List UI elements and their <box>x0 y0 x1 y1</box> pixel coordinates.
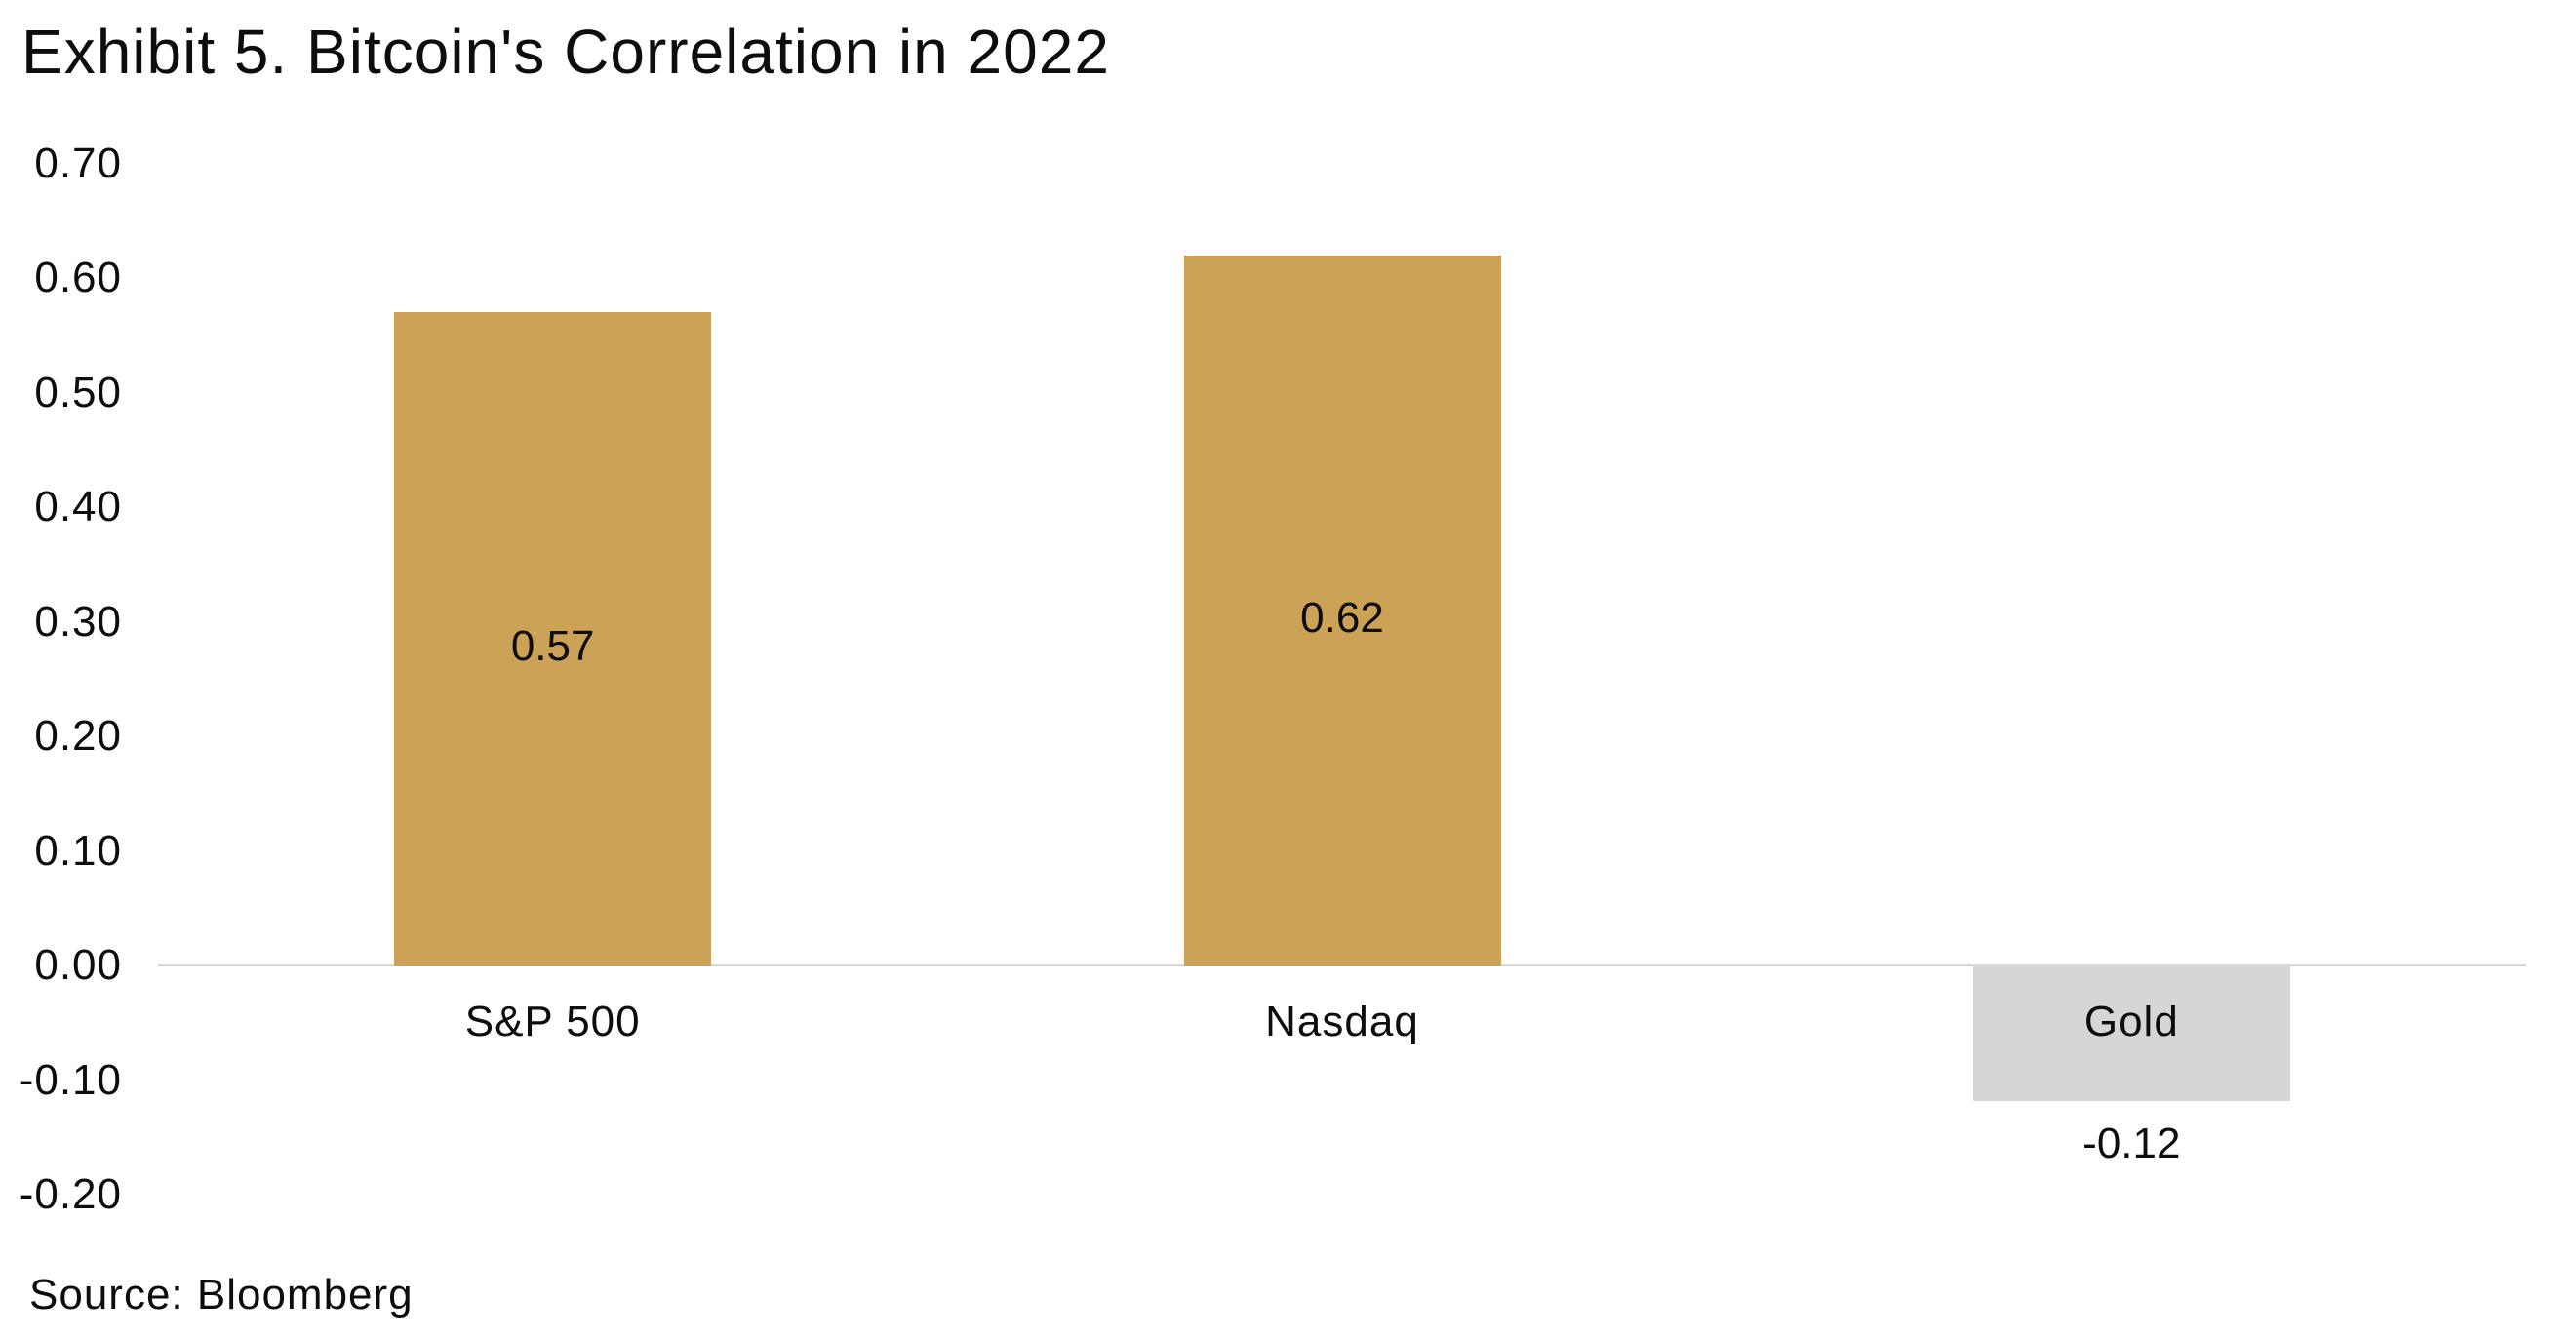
chart-title: Exhibit 5. Bitcoin's Correlation in 2022 <box>21 17 1110 87</box>
y-axis-tick-label: 0.50 <box>34 368 122 416</box>
bar-value-label: 0.62 <box>1300 593 1384 642</box>
bar-value-label: -0.12 <box>2082 1120 2181 1167</box>
bar-value-label: 0.57 <box>510 622 595 671</box>
y-axis-tick-label: -0.20 <box>19 1170 122 1218</box>
bar <box>1972 966 2290 1101</box>
category-label: Nasdaq <box>1265 998 1419 1045</box>
y-axis-tick-label: 0.10 <box>34 826 122 875</box>
y-axis-tick-label: 0.60 <box>34 254 122 301</box>
y-axis-tick-label: 0.70 <box>34 138 122 187</box>
y-axis-tick-label: 0.40 <box>34 483 122 531</box>
y-axis-tick-label: 0.30 <box>34 597 122 646</box>
bar <box>394 312 712 966</box>
source-note: Source: Bloomberg <box>29 1271 414 1319</box>
category-label: S&P 500 <box>464 998 641 1045</box>
y-axis-tick-label: 0.20 <box>34 712 122 760</box>
y-axis-tick-label: 0.00 <box>34 941 122 989</box>
category-label: Gold <box>2083 998 2179 1045</box>
bar <box>1183 255 1501 966</box>
y-axis-tick-label: -0.10 <box>19 1055 122 1104</box>
